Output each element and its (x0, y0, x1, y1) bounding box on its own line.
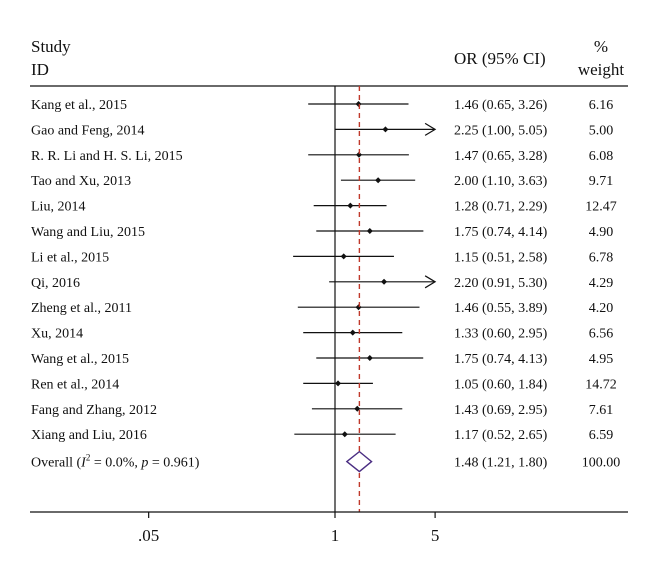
header-id: ID (31, 60, 49, 79)
study-ci-text: 2.20 (0.91, 5.30) (454, 276, 548, 291)
x-tick-label: .05 (138, 526, 159, 545)
study-weight: 6.08 (589, 149, 614, 164)
overall-weight: 100.00 (582, 456, 621, 471)
study-weight: 4.29 (589, 276, 614, 291)
study-weight: 14.72 (585, 377, 617, 392)
overall-label: Overall (I2 = 0.0%, p = 0.961) (31, 453, 200, 471)
study-label: Xu, 2014 (31, 327, 83, 342)
point-estimate (341, 431, 348, 438)
study-ci-text: 1.17 (0.52, 2.65) (454, 428, 548, 443)
study-row: Wang et al., 2015 1.75 (0.74, 4.13) 4.95 (31, 352, 613, 367)
point-estimate (347, 202, 354, 209)
point-estimate (382, 126, 389, 133)
overall-row: Overall (I2 = 0.0%, p = 0.961) 1.48 (1.2… (31, 453, 620, 471)
study-ci-text: 1.46 (0.65, 3.26) (454, 98, 548, 113)
study-row: Xu, 2014 1.33 (0.60, 2.95) 6.56 (31, 327, 613, 342)
study-row: Kang et al., 2015 1.46 (0.65, 3.26) 6.16 (31, 98, 613, 113)
study-weight: 4.90 (589, 225, 614, 240)
study-row: Xiang and Liu, 2016 1.17 (0.52, 2.65) 6.59 (31, 428, 613, 443)
study-label: Li et al., 2015 (31, 250, 109, 265)
study-ci-text: 2.00 (1.10, 3.63) (454, 174, 548, 189)
study-label: Xiang and Liu, 2016 (31, 428, 147, 443)
study-row: Wang and Liu, 2015 1.75 (0.74, 4.14) 4.90 (31, 225, 613, 240)
study-ci-text: 1.05 (0.60, 1.84) (454, 377, 548, 392)
study-weight: 6.16 (589, 98, 614, 113)
study-weight: 4.95 (589, 352, 614, 367)
point-estimate (340, 253, 347, 260)
point-estimate (349, 329, 356, 336)
study-ci-text: 1.28 (0.71, 2.29) (454, 200, 548, 215)
study-ci-text: 2.25 (1.00, 5.05) (454, 123, 548, 138)
study-row: Liu, 2014 1.28 (0.71, 2.29) 12.47 (31, 200, 617, 215)
study-label: Liu, 2014 (31, 200, 85, 215)
study-label: Wang et al., 2015 (31, 352, 129, 367)
study-weight: 12.47 (585, 200, 617, 215)
study-ci-text: 1.33 (0.60, 2.95) (454, 327, 548, 342)
point-estimate (366, 355, 373, 361)
study-weight: 7.61 (589, 403, 614, 418)
study-row: Fang and Zhang, 2012 1.43 (0.69, 2.95) 7.6… (31, 403, 613, 418)
study-row: Tao and Xu, 2013 2.00 (1.10, 3.63) 9.71 (31, 174, 613, 189)
x-tick-label: 5 (431, 526, 440, 545)
study-ci-text: 1.75 (0.74, 4.13) (454, 352, 548, 367)
study-label: R. R. Li and H. S. Li, 2015 (31, 149, 183, 164)
study-ci-text: 1.15 (0.51, 2.58) (454, 250, 548, 265)
point-estimate (366, 228, 373, 234)
study-label: Gao and Feng, 2014 (31, 123, 145, 138)
study-weight: 9.71 (589, 174, 614, 189)
ci-arrow (424, 275, 437, 289)
study-ci-text: 1.47 (0.65, 3.28) (454, 149, 548, 164)
point-estimate (381, 278, 388, 285)
study-weight: 5.00 (589, 123, 614, 138)
overall-diamond (345, 450, 373, 473)
study-row: Gao and Feng, 2014 2.25 (1.00, 5.05) 5.00 (31, 122, 614, 138)
point-estimate (375, 177, 382, 184)
study-label: Qi, 2016 (31, 276, 80, 291)
point-estimate (335, 380, 342, 387)
study-ci-text: 1.43 (0.69, 2.95) (454, 403, 548, 418)
header-study: Study (31, 37, 71, 56)
study-weight: 6.56 (589, 327, 614, 342)
overall-ci-text: 1.48 (1.21, 1.80) (454, 456, 548, 471)
x-tick-label: 1 (331, 526, 340, 545)
study-row: R. R. Li and H. S. Li, 2015 1.47 (0.65, 3… (31, 149, 613, 164)
header-or-ci: OR (95% CI) (454, 49, 546, 68)
study-row: Zheng et al., 2011 1.46 (0.55, 3.89) 4.20 (31, 301, 613, 316)
study-label: Fang and Zhang, 2012 (31, 403, 157, 418)
study-label: Wang and Liu, 2015 (31, 225, 145, 240)
study-label: Kang et al., 2015 (31, 98, 127, 113)
study-row: Ren et al., 2014 1.05 (0.60, 1.84) 14.72 (31, 377, 617, 392)
header-weight: weight (578, 60, 625, 79)
study-label: Zheng et al., 2011 (31, 301, 132, 316)
point-estimate (355, 304, 362, 311)
header-percent: % (594, 37, 608, 56)
study-ci-text: 1.75 (0.74, 4.14) (454, 225, 548, 240)
point-estimate (355, 101, 362, 107)
study-label: Tao and Xu, 2013 (31, 174, 131, 189)
study-ci-text: 1.46 (0.55, 3.89) (454, 301, 548, 316)
study-label: Ren et al., 2014 (31, 377, 119, 392)
point-estimate (355, 151, 362, 158)
ci-arrow (424, 122, 437, 136)
study-weight: 6.59 (589, 428, 614, 443)
study-row: Qi, 2016 2.20 (0.91, 5.30) 4.29 (31, 275, 614, 291)
study-weight: 4.20 (589, 301, 614, 316)
study-weight: 6.78 (589, 250, 614, 265)
study-row: Li et al., 2015 1.15 (0.51, 2.58) 6.78 (31, 250, 613, 265)
